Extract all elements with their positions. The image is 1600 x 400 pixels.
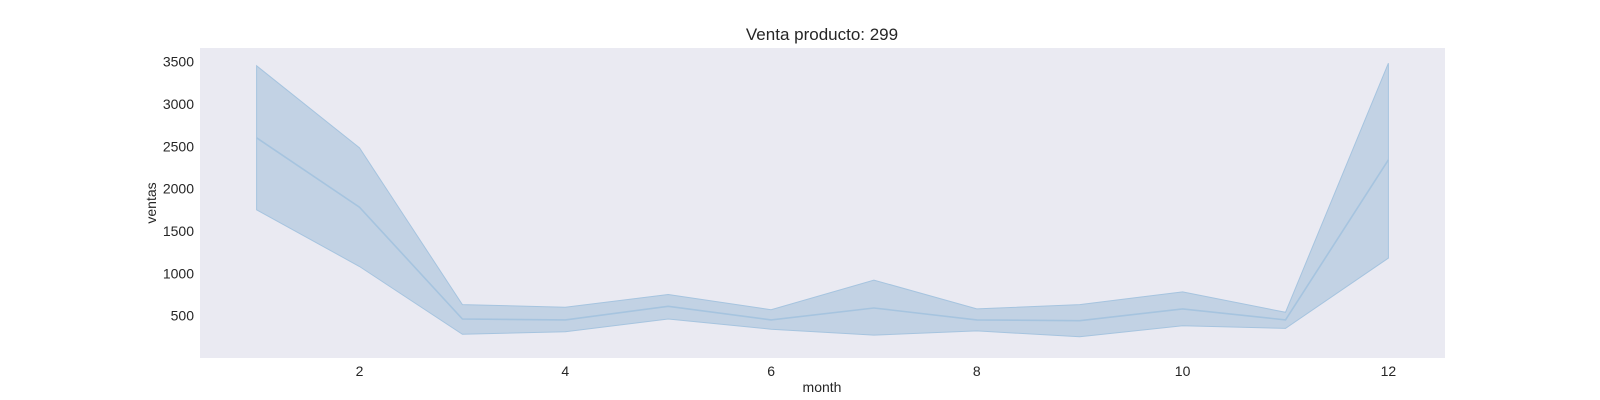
y-axis-label: ventas	[143, 182, 159, 223]
y-tick-label: 500	[171, 308, 195, 324]
chart-title: Venta producto: 299	[746, 25, 898, 44]
confidence-band-layer	[256, 63, 1389, 338]
y-tick-label: 1000	[163, 265, 194, 281]
y-tick-label: 2500	[163, 138, 194, 154]
x-tick-labels: 2 4 6 8 10 12	[356, 363, 1397, 379]
x-tick-label: 4	[561, 363, 569, 379]
x-axis-label: month	[803, 379, 842, 395]
x-tick-label: 12	[1381, 363, 1397, 379]
y-tick-label: 2000	[163, 181, 194, 197]
series-line-layer	[256, 137, 1390, 322]
series-line	[256, 137, 1390, 322]
y-tick-label: 1500	[163, 223, 194, 239]
y-tick-label: 3500	[163, 54, 194, 70]
x-tick-label: 2	[356, 363, 364, 379]
y-tick-label: 3000	[163, 96, 194, 112]
x-tick-label: 10	[1175, 363, 1191, 379]
x-tick-label: 8	[973, 363, 981, 379]
y-tick-labels: 500 1000 1500 2000 2500 3000 3500	[163, 54, 194, 324]
x-tick-label: 6	[767, 363, 775, 379]
confidence-band	[256, 63, 1389, 338]
